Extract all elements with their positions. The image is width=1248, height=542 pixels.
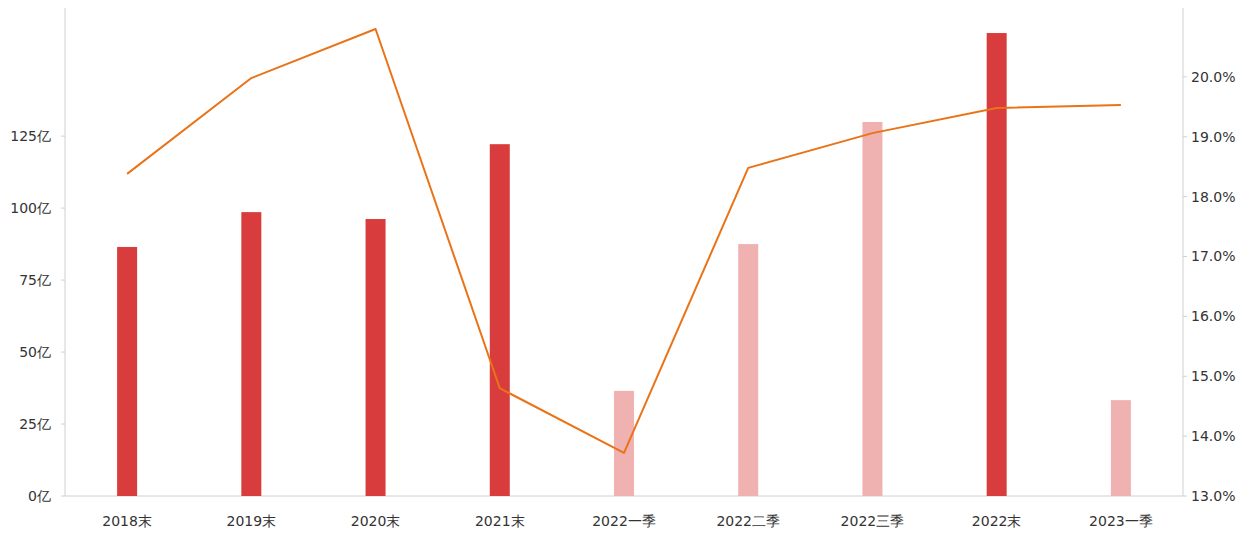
y2-tick bbox=[1183, 256, 1187, 257]
y2-tick bbox=[1183, 316, 1187, 317]
bar bbox=[738, 244, 758, 496]
x-tick-label: 2022末 bbox=[972, 513, 1022, 529]
bar bbox=[490, 144, 510, 496]
y-tick-label: 50亿 bbox=[19, 344, 51, 360]
y-tick bbox=[61, 496, 65, 497]
y2-tick bbox=[1183, 436, 1187, 437]
bar bbox=[241, 212, 261, 496]
x-tick-label: 2019末 bbox=[227, 513, 277, 529]
bar bbox=[862, 122, 882, 496]
y2-tick-label: 16.0% bbox=[1191, 308, 1235, 324]
y2-tick bbox=[1183, 76, 1187, 77]
y-tick-label: 125亿 bbox=[10, 128, 51, 144]
y-axis-line bbox=[65, 8, 66, 496]
y2-tick bbox=[1183, 376, 1187, 377]
y-tick bbox=[61, 424, 65, 425]
y2-tick bbox=[1183, 136, 1187, 137]
x-tick-label: 2018末 bbox=[102, 513, 152, 529]
y2-axis-line bbox=[1183, 8, 1184, 496]
y-tick bbox=[61, 136, 65, 137]
y-tick bbox=[61, 352, 65, 353]
y-tick bbox=[61, 208, 65, 209]
y-tick-label: 25亿 bbox=[19, 416, 51, 432]
bar bbox=[117, 247, 137, 496]
x-tick-label: 2021末 bbox=[475, 513, 525, 529]
y2-tick-label: 19.0% bbox=[1191, 129, 1235, 145]
x-tick-label: 2022二季 bbox=[716, 513, 780, 529]
y2-tick-label: 20.0% bbox=[1191, 69, 1235, 85]
y-tick-label: 100亿 bbox=[10, 200, 51, 216]
y-tick-label: 75亿 bbox=[19, 272, 51, 288]
line bbox=[127, 29, 1121, 453]
y-tick-label: 0亿 bbox=[28, 488, 51, 504]
y-tick bbox=[61, 280, 65, 281]
y2-tick-label: 18.0% bbox=[1191, 189, 1235, 205]
y2-tick bbox=[1183, 196, 1187, 197]
y2-tick-label: 13.0% bbox=[1191, 488, 1235, 504]
chart: 0亿 25亿 50亿 75亿 100亿 125亿 13.0% 14.0% 15.0% 16.0% 1… bbox=[0, 0, 1248, 542]
x-tick-label: 2023一季 bbox=[1089, 513, 1153, 529]
bar bbox=[366, 219, 386, 496]
plot-marks bbox=[117, 29, 1131, 496]
x-tick-label: 2022三季 bbox=[841, 513, 905, 529]
bar bbox=[1111, 400, 1131, 496]
x-tick-label: 2022一季 bbox=[592, 513, 656, 529]
y2-tick-label: 14.0% bbox=[1191, 428, 1235, 444]
y2-tick-label: 17.0% bbox=[1191, 248, 1235, 264]
bar bbox=[614, 391, 634, 496]
y2-tick-label: 15.0% bbox=[1191, 368, 1235, 384]
x-tick-label: 2020末 bbox=[351, 513, 401, 529]
y2-tick bbox=[1183, 496, 1187, 497]
bar bbox=[987, 33, 1007, 496]
